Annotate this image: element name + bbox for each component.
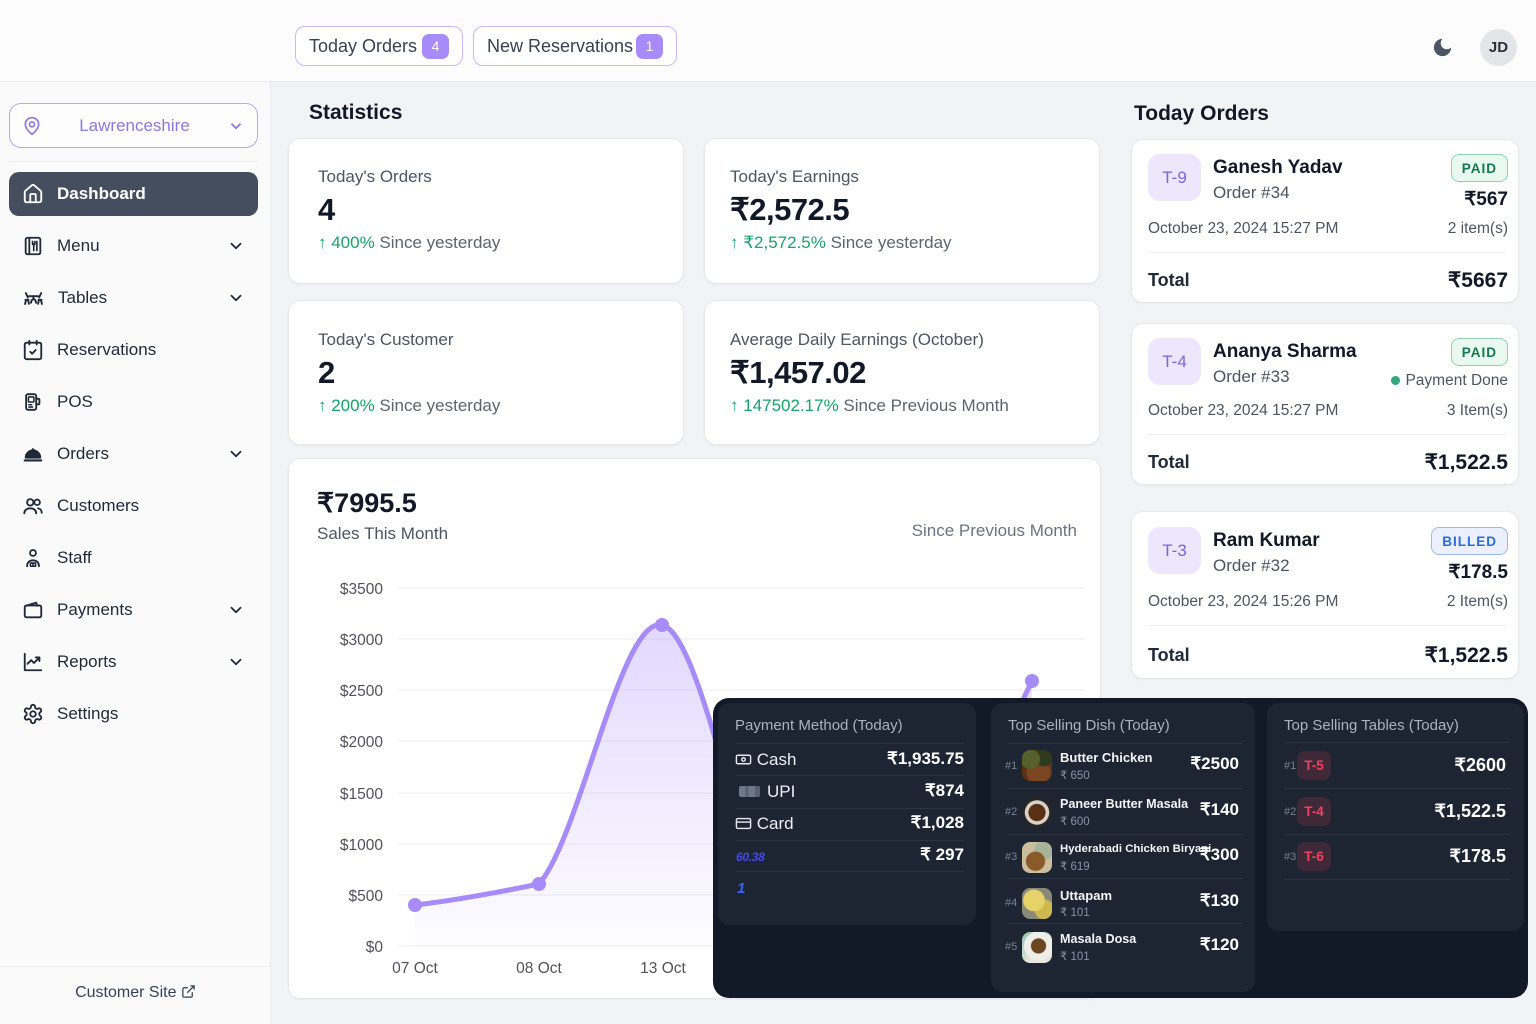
svg-text:$1000: $1000 <box>340 837 383 854</box>
svg-text:$3000: $3000 <box>340 632 383 649</box>
svg-text:$1500: $1500 <box>340 786 383 803</box>
svg-text:$500: $500 <box>349 888 384 905</box>
svg-text:07 Oct: 07 Oct <box>392 960 438 977</box>
svg-text:08 Oct: 08 Oct <box>516 960 562 977</box>
svg-text:$2500: $2500 <box>340 683 383 700</box>
svg-text:$0: $0 <box>366 939 384 956</box>
svg-text:$3500: $3500 <box>340 581 383 598</box>
svg-text:13 Oct: 13 Oct <box>640 960 686 977</box>
svg-text:$2000: $2000 <box>340 734 383 751</box>
